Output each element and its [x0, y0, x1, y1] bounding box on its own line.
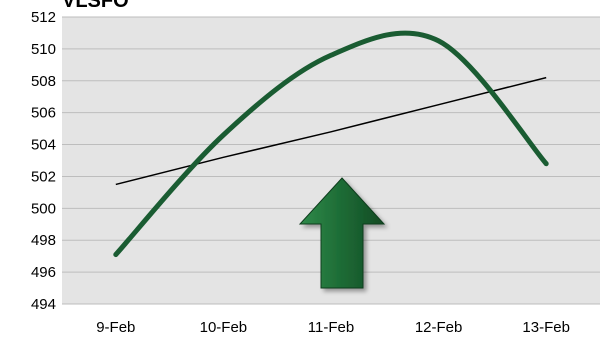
- y-tick-label: 496: [31, 264, 56, 281]
- y-tick-label: 504: [31, 137, 56, 154]
- x-tick-label: 10-Feb: [200, 319, 248, 336]
- y-tick-label: 506: [31, 105, 56, 122]
- x-tick-label: 12-Feb: [415, 319, 463, 336]
- y-tick-label: 508: [31, 73, 56, 90]
- up-arrow-icon: [298, 177, 386, 289]
- series: [113, 30, 549, 258]
- y-tick-label: 494: [31, 296, 56, 313]
- y-tick-label: 500: [31, 200, 56, 217]
- y-axis: 494 496 498 500 502 504 506 508 510 512: [31, 9, 56, 313]
- trendline: [115, 76, 547, 186]
- x-axis: 9-Feb 10-Feb 11-Feb 12-Feb 13-Feb: [96, 319, 570, 336]
- up-arrow-shape: [298, 177, 386, 289]
- x-tick-label: 9-Feb: [96, 319, 135, 336]
- x-tick-label: 13-Feb: [522, 319, 570, 336]
- y-tick-label: 510: [31, 41, 56, 58]
- y-tick-label: 498: [31, 232, 56, 249]
- x-tick-label: 11-Feb: [308, 319, 354, 336]
- y-tick-label: 502: [31, 168, 56, 185]
- chart-title: VLSFO: [62, 0, 129, 12]
- y-tick-label: 512: [31, 9, 56, 26]
- series-line: [113, 30, 549, 258]
